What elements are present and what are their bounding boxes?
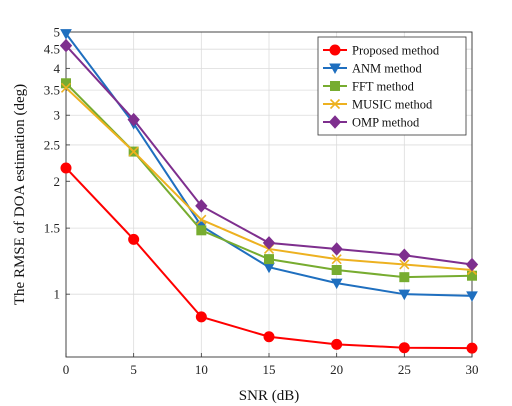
data-point <box>466 342 478 354</box>
x-marker-stroke <box>399 259 410 270</box>
x-marker-stroke <box>196 214 207 225</box>
plot-frame <box>65 31 473 358</box>
series-4 <box>59 38 479 272</box>
data-point <box>60 82 72 93</box>
y-tick-label: 4.5 <box>44 42 60 57</box>
data-point <box>399 272 410 283</box>
legend-marker <box>330 81 340 91</box>
x-marker-stroke <box>128 146 139 157</box>
legend-marker <box>329 44 341 56</box>
data-point <box>466 291 478 302</box>
legend-label: FFT method <box>352 80 415 94</box>
x-tick-label: 30 <box>466 362 479 377</box>
legend-label: ANM method <box>352 62 423 76</box>
data-point <box>330 278 343 290</box>
legend: Proposed method ANM method FFT method MUSIC… <box>317 36 467 136</box>
y-tick-label: 3.5 <box>44 83 60 98</box>
axes: 0 5 10 15 20 25 30 1 1.5 2 2.5 3 3.5 4 4.5 5 <box>44 25 479 378</box>
legend-marker <box>329 63 341 75</box>
data-point <box>330 242 343 256</box>
x-tick-label: 5 <box>130 362 137 377</box>
data-point <box>331 264 342 275</box>
legend-item: Proposed method <box>323 44 440 58</box>
x-marker-stroke <box>329 98 341 110</box>
data-point <box>128 233 140 245</box>
data-point <box>127 112 140 127</box>
data-point <box>128 146 139 157</box>
x-tick-label: 15 <box>263 362 276 377</box>
x-tick-label: 20 <box>330 362 343 377</box>
data-point <box>60 162 72 174</box>
y-tick-label: 4 <box>54 61 61 76</box>
x-axis-title: SNR (dB) <box>239 388 299 404</box>
legend-label: OMP method <box>352 116 420 130</box>
y-tick-label: 2.5 <box>44 137 60 152</box>
data-point <box>331 254 342 265</box>
y-tick-label: 2 <box>54 174 61 189</box>
x-tick-label: 0 <box>63 362 70 377</box>
data-point <box>465 257 479 272</box>
data-point <box>398 248 411 262</box>
x-marker-stroke <box>60 82 72 93</box>
data-point <box>263 331 275 343</box>
y-tick-label: 5 <box>54 25 61 40</box>
data-point <box>196 214 207 225</box>
legend-item: ANM method <box>323 62 423 76</box>
data-point <box>195 311 207 323</box>
legend-item: MUSIC method <box>323 98 433 112</box>
legend-label: MUSIC method <box>352 98 433 112</box>
data-point <box>195 199 208 213</box>
x-tick-label: 10 <box>195 362 208 377</box>
data-point <box>399 259 410 270</box>
data-point <box>196 225 207 236</box>
x-marker-stroke <box>331 254 342 265</box>
legend-item: FFT method <box>323 80 415 94</box>
data-point <box>262 236 276 250</box>
legend-label: Proposed method <box>352 44 440 58</box>
y-axis-title: The RMSE of DOA estimation (deg) <box>12 84 28 305</box>
legend-marker <box>328 115 342 129</box>
data-point <box>398 289 411 301</box>
data-point <box>264 254 274 265</box>
data-point <box>59 38 73 53</box>
legend-item: OMP method <box>323 115 420 130</box>
legend-marker <box>329 98 341 110</box>
series-layer <box>59 29 479 354</box>
data-point <box>398 342 410 354</box>
series-0 <box>60 162 478 354</box>
data-point <box>60 29 72 40</box>
y-tick-label: 1 <box>54 287 61 302</box>
x-tick-label: 25 <box>398 362 411 377</box>
data-point <box>61 78 71 89</box>
y-tick-label: 3 <box>54 108 61 123</box>
data-point <box>331 338 343 350</box>
y-tick-label: 1.5 <box>44 221 60 236</box>
